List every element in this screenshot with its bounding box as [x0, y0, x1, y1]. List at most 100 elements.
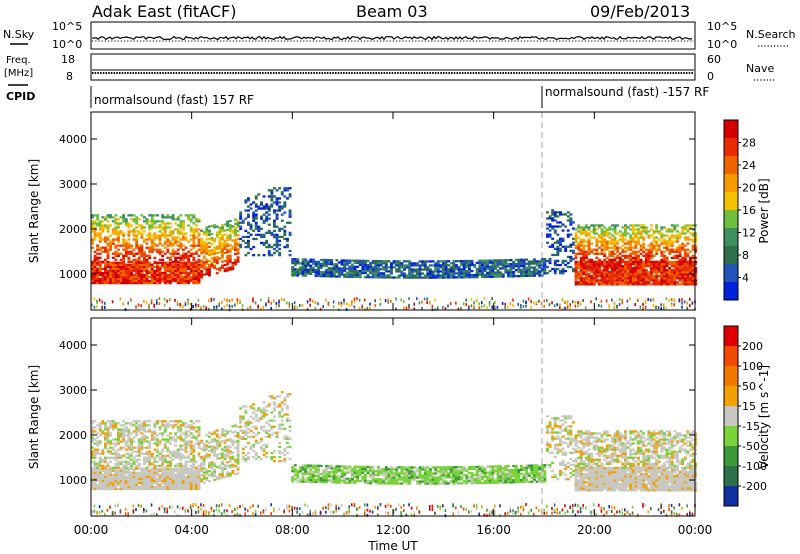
echo-cell	[156, 471, 159, 474]
fringe-cell	[533, 301, 535, 305]
echo-cell	[96, 479, 100, 483]
echo-cell	[538, 270, 542, 273]
echo-cell	[195, 479, 198, 483]
echo-cell	[686, 236, 690, 239]
echo-cell	[665, 277, 669, 280]
echo-cell	[202, 471, 206, 474]
echo-cell	[663, 260, 666, 264]
echo-cell	[101, 277, 105, 281]
echo-cell	[132, 281, 136, 285]
echo-cell	[343, 273, 347, 276]
echo-cell	[145, 258, 149, 261]
echo-cell	[390, 262, 393, 265]
echo-cell	[223, 247, 227, 250]
echo-cell	[189, 254, 193, 257]
echo-cell	[166, 216, 170, 219]
echo-cell	[280, 193, 284, 196]
echo-cell	[106, 254, 110, 257]
fringe-cell	[306, 307, 309, 311]
echo-cell	[197, 464, 201, 467]
echo-cell	[665, 283, 669, 286]
echo-cell	[501, 259, 505, 262]
echo-cell	[548, 233, 552, 236]
echo-cell	[468, 265, 471, 269]
echo-cell	[608, 228, 612, 231]
echo-cell	[96, 450, 100, 453]
echo-cell	[130, 424, 133, 427]
echo-cell	[109, 485, 113, 489]
echo-cell	[309, 270, 313, 273]
echo-cell	[210, 451, 214, 454]
echo-cell	[634, 273, 638, 276]
fringe-cell	[93, 509, 96, 513]
echo-cell	[111, 426, 115, 429]
echo-cell	[132, 475, 136, 478]
echo-cell	[213, 252, 217, 255]
echo-cell	[665, 240, 669, 243]
echo-cell	[109, 267, 113, 270]
echo-cell	[551, 209, 555, 212]
echo-cell	[423, 262, 427, 265]
fringe-cell	[137, 303, 140, 307]
echo-cell	[608, 263, 612, 266]
echo-cell	[205, 456, 209, 459]
echo-cell	[618, 230, 622, 233]
echo-cell	[213, 226, 217, 229]
echo-cell	[678, 252, 682, 255]
fringe-cell	[280, 297, 283, 301]
echo-cell	[418, 276, 422, 279]
echo-cell	[410, 264, 414, 267]
echo-cell	[122, 446, 126, 449]
echo-cell	[150, 467, 154, 470]
echo-cell	[192, 263, 196, 266]
echo-cell	[137, 438, 141, 441]
echo-cell	[145, 460, 149, 463]
echo-cell	[504, 261, 508, 264]
echo-cell	[96, 475, 100, 478]
fringe-cell	[179, 303, 181, 306]
echo-cell	[663, 269, 666, 272]
echo-cell	[452, 262, 456, 265]
echo-cell	[189, 424, 193, 427]
fringe-cell	[309, 298, 311, 302]
echo-cell	[538, 262, 542, 265]
echo-cell	[106, 434, 110, 437]
echo-cell	[348, 261, 352, 264]
echo-cell	[91, 436, 94, 439]
echo-cell	[579, 277, 583, 280]
echo-cell	[340, 259, 344, 262]
echo-cell	[122, 273, 126, 277]
echo-cell	[208, 453, 211, 457]
echo-cell	[236, 252, 240, 255]
echo-cell	[171, 214, 175, 217]
echo-cell	[205, 476, 209, 480]
echo-cell	[366, 274, 370, 277]
echo-cell	[195, 250, 198, 253]
echo-cell	[670, 242, 674, 245]
echo-cell	[179, 265, 183, 268]
echo-cell	[348, 269, 352, 272]
echo-cell	[488, 261, 492, 264]
echo-cell	[104, 460, 107, 463]
echo-cell	[182, 479, 185, 483]
echo-cell	[678, 244, 682, 247]
echo-cell	[611, 234, 614, 237]
echo-cell	[93, 430, 97, 433]
echo-cell	[449, 276, 453, 279]
echo-cell	[600, 283, 604, 286]
echo-cell	[582, 271, 586, 274]
echo-cell	[595, 224, 599, 227]
echo-cell	[127, 244, 131, 247]
echo-cell	[598, 224, 601, 227]
echo-cell	[403, 268, 406, 271]
echo-cell	[143, 420, 146, 423]
echo-cell	[104, 263, 107, 266]
echo-cell	[132, 446, 136, 449]
echo-cell	[291, 258, 295, 261]
echo-cell	[106, 464, 110, 467]
echo-cell	[202, 267, 206, 270]
echo-cell	[283, 201, 287, 204]
echo-cell	[249, 233, 253, 236]
echo-cell	[618, 275, 622, 278]
